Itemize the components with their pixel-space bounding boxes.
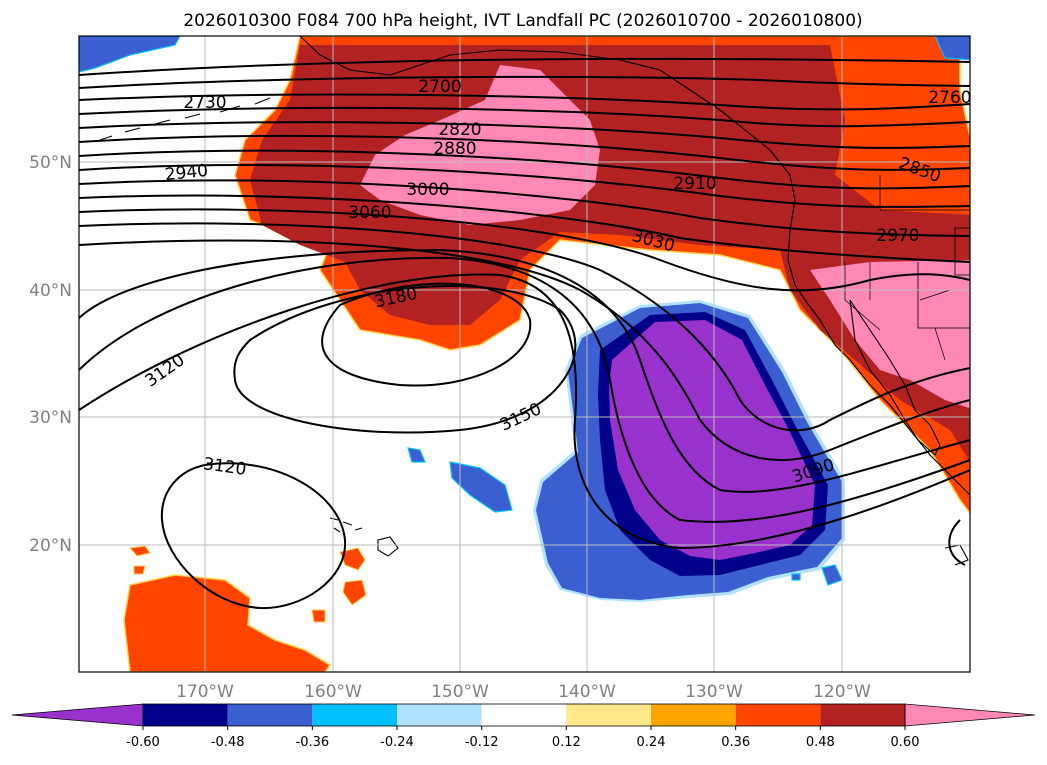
height-contour [79,179,970,237]
height-contour-low [160,462,347,610]
lat-label: 50°N [29,153,72,173]
contour-label: 2700 [418,77,461,97]
purple-shading [609,320,815,560]
orange-shading-hawaii [129,545,367,623]
colorbar-bin [651,704,736,726]
colorbar-label: 0.48 [806,735,835,750]
height-contour-sw [948,519,966,566]
height-contour [79,106,970,128]
blue-shading-northeast-corner [934,36,970,61]
latitude-labels: 50°N 40°N 30°N 20°N [29,153,72,556]
map-title: 2026010300 F084 700 hPa height, IVT Land… [183,11,862,31]
contour-labels: 2700 2730 2760 2820 2850 2880 2910 2940 … [142,77,971,487]
height-contour [79,164,970,208]
colorbar-bin [397,704,482,726]
height-contour [79,149,970,190]
contour-label: 2940 [164,161,209,185]
height-contours [79,57,970,610]
lat-label: 30°N [29,408,72,428]
map-panel: 2700 2730 2760 2820 2850 2880 2910 2940 … [79,36,971,672]
colorbar-extend-low [11,703,144,727]
positive-anomaly-field [123,36,970,672]
height-contour-high [233,285,577,434]
colorbar-label: -0.60 [126,735,160,750]
colorbar-bin [481,704,567,726]
contour-label: 3060 [348,203,391,223]
map-frame [78,35,971,673]
lat-label: 40°N [29,281,72,301]
orange-shading-southwest [123,574,332,672]
lon-label: 130°W [685,682,743,702]
contour-label: 3000 [406,180,449,200]
colorbar-label: -0.36 [296,735,330,750]
height-contour [79,121,970,149]
alaska-coast [299,36,791,176]
colorbar-label: -0.48 [211,735,245,750]
contour-label: 2730 [183,93,226,113]
colorbar-label: -0.24 [380,735,414,750]
height-contour [79,239,970,461]
colorbar-frame [142,703,906,727]
colorbar-label: -0.12 [465,735,499,750]
colorbar-extend-high [904,703,1036,727]
colorbar-label: 0.12 [552,735,581,750]
pink-shading-north [360,65,600,225]
colorbar-bin [735,704,821,726]
height-contour [79,248,970,493]
lon-label: 170°W [176,682,234,702]
blue-shading-small-patches [407,447,843,586]
contour-label: 2970 [876,226,919,246]
pink-shading-coast [810,260,970,409]
colorbar-label: 0.24 [637,735,666,750]
colorbar-label: 0.60 [891,735,920,750]
contour-label: 2880 [433,139,476,159]
lat-label: 20°N [29,536,72,556]
aleutian-islands [99,97,271,141]
colorbar-bin [143,704,228,726]
height-contour-high [321,282,532,387]
colorbar-bin [227,704,313,726]
height-contour [79,134,970,171]
colorbar: -0.60 -0.48 -0.36 -0.24 -0.12 0.12 0.24 0.36 0.4… [11,703,1036,750]
longitude-labels: 170°W 160°W 150°W 140°W 130°W 120°W [176,682,871,702]
height-contour [79,57,970,76]
height-contour [79,208,970,292]
height-contour [79,93,970,111]
lon-label: 120°W [813,682,871,702]
colorbar-bin [820,704,905,726]
height-contour [79,273,970,550]
colorbar-bin [312,704,397,726]
height-contour [79,194,970,263]
lon-label: 160°W [304,682,362,702]
contour-label: 2760 [928,88,971,108]
height-contour [79,75,970,89]
blue-shading-northwest-corner [79,36,181,73]
height-contour [79,222,970,432]
negative-anomaly-field [79,36,970,602]
contour-label: 2910 [673,174,716,194]
colorbar-bin [566,704,651,726]
lon-label: 140°W [558,682,616,702]
contour-label: 2820 [438,120,481,140]
height-contour [79,256,970,523]
country-borders [879,175,970,329]
hawaii-islands [329,517,399,557]
colorbar-label: 0.36 [721,735,750,750]
lon-label: 150°W [431,682,489,702]
